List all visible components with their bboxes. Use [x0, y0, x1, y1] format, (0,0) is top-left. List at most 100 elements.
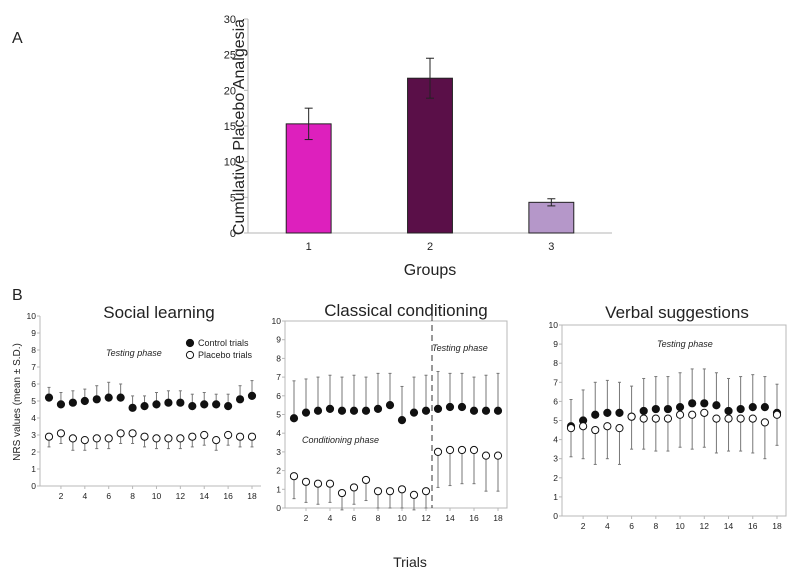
chart-a-ytick-label: 10	[224, 157, 236, 169]
chart-b2-control-point	[373, 404, 383, 413]
chart-b3-control-point	[724, 406, 733, 416]
chart-b3-xtick-label: 14	[724, 521, 734, 531]
chart-b2-xtick-label: 18	[493, 513, 503, 523]
chart-b2-xtick-label: 2	[304, 513, 309, 523]
chart-b2-control-point	[313, 406, 323, 415]
chart-b3-control-point	[760, 403, 769, 412]
chart-b2-xtick-label: 4	[328, 513, 333, 523]
chart-b1-ytick-label: 5	[31, 396, 36, 406]
chart-b3-placebo-point	[591, 425, 600, 435]
chart-b2-xtick-label: 12	[421, 513, 431, 523]
chart-b1-placebo-point	[247, 432, 257, 441]
chart-b2-control-point	[493, 406, 503, 415]
chart-b3-control-point	[700, 399, 709, 408]
chart-b2-placebo-point	[289, 472, 299, 481]
chart-b3-placebo-point	[627, 412, 636, 421]
chart-b1-ytick-label: 4	[31, 413, 36, 423]
chart-b2-placebo-point	[409, 490, 419, 500]
chart-b1-ytick-label: 2	[31, 447, 36, 457]
chart-b3-annotation: Testing phase	[657, 339, 713, 349]
chart-b1-xtick-label: 10	[152, 491, 162, 501]
chart-b2-control-point	[445, 402, 455, 412]
chart-b1-legend-control-marker	[185, 338, 195, 348]
chart-b3-placebo-point	[712, 414, 721, 423]
chart-b3-xtick-label: 12	[700, 521, 710, 531]
chart-b1-placebo-point	[224, 430, 233, 440]
chart-b1-placebo-point	[92, 434, 101, 443]
chart-b2-placebo-point	[325, 479, 335, 488]
chart-b2-control-point	[457, 402, 467, 412]
chart-b2-ytick-label: 2	[276, 466, 281, 476]
chart-b3-control-point	[712, 401, 721, 410]
chart-b1-placebo-point	[200, 430, 209, 440]
chart-a-bar	[528, 201, 575, 234]
chart-a-ylabel: Cumulative Placebo Analgesia	[231, 19, 248, 235]
chart-b2-xtick-label: 6	[352, 513, 357, 523]
chart-b2-control-point	[421, 406, 431, 415]
chart-b1-control-point	[212, 400, 221, 409]
chart-b2-ytick-label: 4	[276, 428, 281, 438]
chart-b3-control-point	[675, 403, 685, 412]
chart-b1-xtick-label: 6	[106, 491, 111, 501]
chart-b2-placebo-point	[493, 451, 503, 460]
chart-b3-placebo-point	[566, 424, 576, 433]
chart-b1-placebo-point	[152, 434, 161, 443]
chart-a-ytick-label: 25	[224, 50, 236, 62]
chart-b2-placebo-point	[445, 445, 455, 455]
chart-b2-annotation: Conditioning phase	[302, 435, 379, 445]
chart-b1-title: Social learning	[103, 303, 215, 322]
chart-a-xlabel: Groups	[404, 262, 456, 279]
chart-b2-control-point	[397, 416, 407, 425]
chart-b1-control-point	[247, 391, 257, 400]
chart-b2-ytick-label: 6	[276, 391, 281, 401]
chart-b2-control-point	[301, 408, 311, 417]
chart-b3-control-point	[591, 410, 600, 419]
chart-a: 0 5 10 15 20 25 30 1 2 3 Groups Cumulative Placebo …	[224, 14, 612, 279]
chart-b1-placebo-point	[212, 436, 221, 445]
panel-b-label: B	[12, 287, 23, 304]
chart-a-bar	[285, 123, 332, 234]
chart-b1-ytick-label: 8	[31, 345, 36, 355]
chart-b2-control-point	[289, 414, 299, 423]
chart-b2-placebo-point	[469, 445, 479, 455]
chart-b2-xtick-label: 8	[376, 513, 381, 523]
chart-b1-ytick-label: 9	[31, 328, 36, 338]
chart-b1-ytick-label: 0	[31, 481, 36, 491]
chart-b1-placebo-point	[68, 434, 77, 443]
chart-b3-placebo-point	[688, 410, 697, 419]
chart-b1-control-point	[80, 396, 89, 406]
chart-b2-xtick-label: 14	[445, 513, 455, 523]
chart-b1-control-point	[164, 398, 173, 407]
chart-a-ytick-label: 20	[224, 85, 236, 97]
chart-b3-placebo-point	[675, 410, 685, 419]
chart-b1-legend-placebo-label: Placebo trials	[198, 350, 253, 360]
chart-b2-placebo-point	[301, 477, 311, 486]
chart-a-xtick-label: 1	[306, 241, 312, 253]
chart-b1-control-point	[44, 393, 54, 402]
chart-b3-placebo-point	[760, 418, 769, 427]
chart-b2-ytick-label: 10	[272, 316, 282, 326]
chart-b2-xtick-label: 16	[469, 513, 479, 523]
chart-b2-control-point	[481, 406, 491, 415]
chart-b3-xtick-label: 6	[629, 521, 634, 531]
chart-b2-placebo-point	[313, 479, 323, 488]
chart-b1-placebo-point	[116, 429, 125, 438]
chart-b2-placebo-point	[397, 485, 407, 494]
chart-b1-legend-control-label: Control trials	[198, 338, 249, 348]
chart-b3-placebo-point	[736, 414, 745, 423]
chart-b1-placebo-point	[80, 436, 89, 445]
chart-b3-placebo-point	[663, 414, 673, 423]
chart-b3-ytick-label: 7	[553, 377, 558, 387]
chart-b3-control-point	[651, 404, 660, 414]
chart-b3-control-point	[639, 406, 648, 416]
chart-b3-ytick-label: 0	[553, 511, 558, 521]
chart-b2-placebo-point	[421, 487, 431, 496]
chart-b2-placebo-point	[349, 483, 359, 492]
chart-b1-placebo-point	[188, 432, 197, 441]
chart-b3-ytick-label: 1	[553, 492, 558, 502]
chart-b1-ytick-label: 1	[31, 464, 36, 474]
chart-b3-ytick-label: 9	[553, 339, 558, 349]
chart-a-ytick-label: 30	[224, 14, 236, 26]
